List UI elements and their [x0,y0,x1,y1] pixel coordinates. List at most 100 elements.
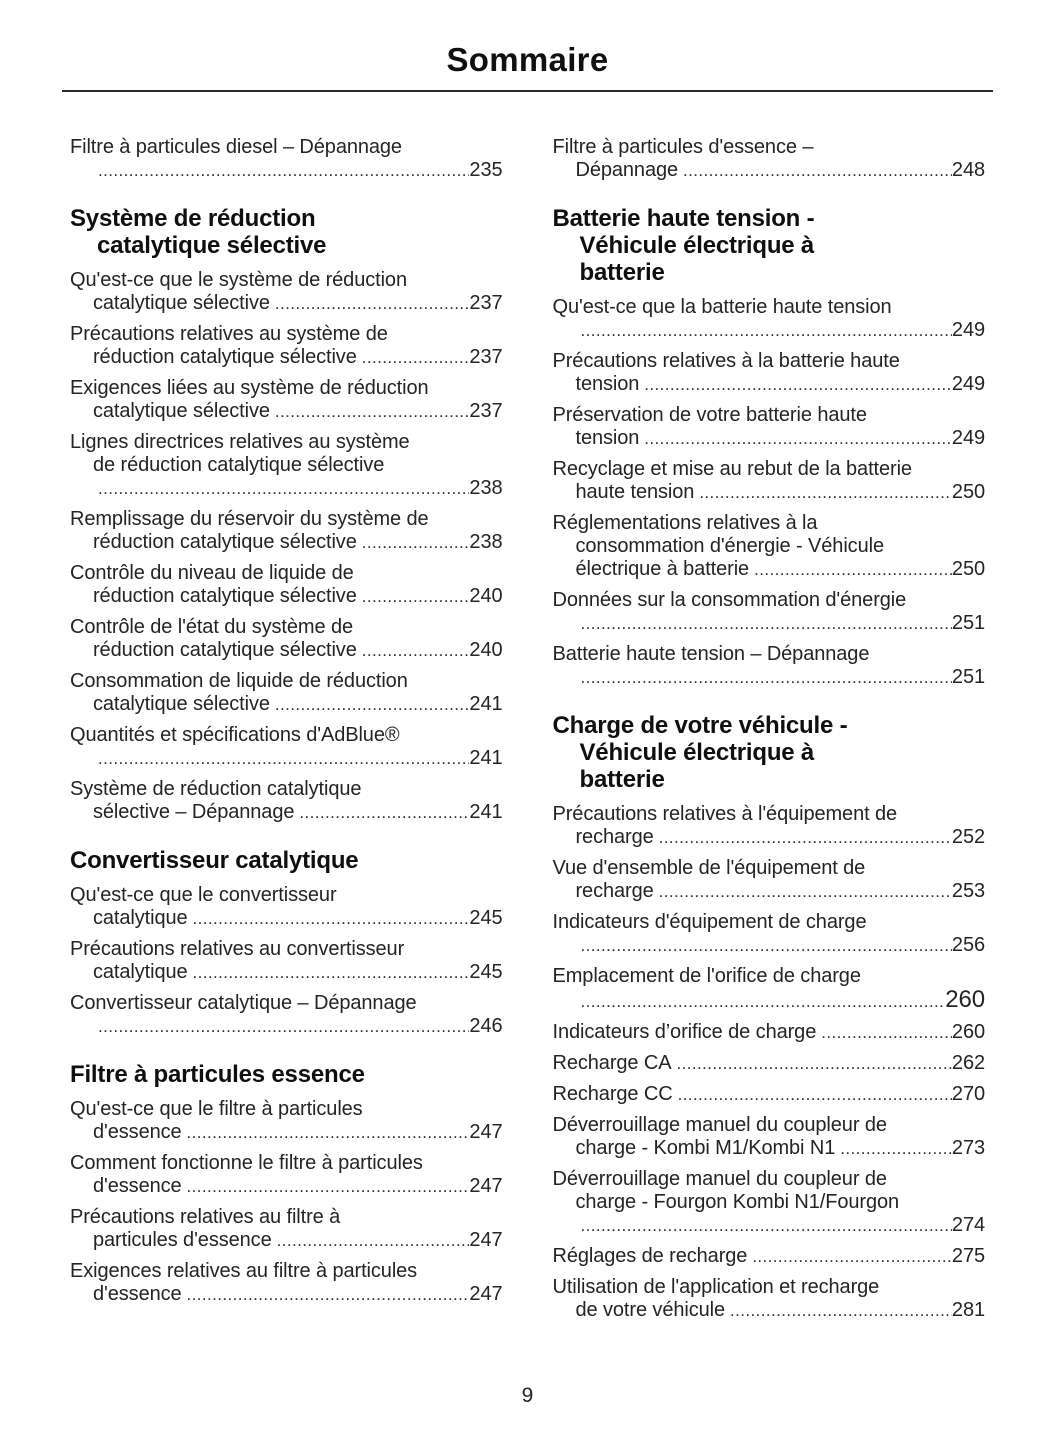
toc-entry[interactable]: Exigences relatives au filtre à particul… [70,1260,503,1306]
toc-entry[interactable]: Remplissage du réservoir du système de ré… [70,508,503,554]
toc-entry[interactable]: Réglementations relatives à la consommati… [553,512,986,581]
toc-entry-text: Utilisation de l'application et recharge [552,1276,880,1298]
toc-entry[interactable]: Indicateurs d'équipement de charge 256 [553,911,986,957]
toc-entry[interactable]: Données sur la consommation d'énergie 251 [553,589,986,635]
toc-entry-leader: de votre véhicule 281 [553,1299,986,1322]
toc-entry-page: 260 [945,986,985,1013]
toc-entry-tail: Dépannage [575,159,679,181]
toc-entry[interactable]: Déverrouillage manuel du coupleur de char… [553,1114,986,1160]
toc-entry-page: 245 [469,961,503,983]
toc-entry-page: 256 [951,934,985,956]
toc-entry[interactable]: Recharge CC 270 [553,1083,986,1106]
toc-entry-tail: d'essence [93,1121,182,1143]
section-heading: Convertisseur catalytique [70,847,503,874]
toc-entry[interactable]: Qu'est-ce que la batterie haute tension 2… [553,296,986,342]
toc-entry-leader: réduction catalytique sélective 240 [70,639,503,662]
toc-entry[interactable]: Préservation de votre batterie haute tens… [553,404,986,450]
dot-leader [659,880,952,903]
dot-leader [187,1121,470,1144]
dot-leader [821,1021,952,1044]
toc-entry[interactable]: Qu'est-ce que le système de réduction cat… [70,269,503,315]
toc-entry[interactable]: Convertisseur catalytique – Dépannage 246 [70,992,503,1038]
toc-entry[interactable]: Indicateurs d’orifice de charge 260 [553,1021,986,1044]
toc-entry-text: Qu'est-ce que le convertisseur [70,884,337,906]
toc-entry[interactable]: Contrôle du niveau de liquide de réductio… [70,562,503,608]
toc-entry-page: 238 [469,531,503,553]
dot-leader [730,1299,952,1322]
toc-entry[interactable]: Précautions relatives au filtre à particu… [70,1206,503,1252]
toc-entry[interactable]: Précautions relatives au système de réduc… [70,323,503,369]
toc-entry-tail: catalytique [93,907,188,929]
toc-entry[interactable]: Recyclage et mise au rebut de la batteri… [553,458,986,504]
toc-entry[interactable]: Lignes directrices relatives au système d… [70,431,503,500]
toc-entry-page: 241 [469,747,503,769]
toc-entry[interactable]: Utilisation de l'application et recharge… [553,1276,986,1322]
toc-entry-leader: réduction catalytique sélective 240 [70,585,503,608]
toc-entry[interactable]: Consommation de liquide de réduction cata… [70,670,503,716]
dot-leader [659,826,952,849]
toc-entry-page: 281 [951,1299,985,1321]
toc-entry-page: 247 [469,1229,503,1251]
toc-entry[interactable]: Précautions relatives au convertisseur ca… [70,938,503,984]
toc-entry-page: 247 [469,1283,503,1305]
toc-entry[interactable]: Précautions relatives à l'équipement de r… [553,803,986,849]
dot-leader [678,1083,952,1106]
toc-entry-page: 241 [469,693,503,715]
section-heading-line: batterie [579,259,665,286]
toc-entry-leader: tension 249 [553,373,986,396]
toc-entry-tail: réduction catalytique sélective [93,585,357,607]
toc-columns: Filtre à particules diesel – Dépannage 23… [62,136,993,1330]
section-heading-line: Filtre à particules essence [70,1061,365,1088]
toc-entry[interactable]: Déverrouillage manuel du coupleur de char… [553,1168,986,1237]
toc-entry[interactable]: Quantités et spécifications d'AdBlue® 241 [70,724,503,770]
toc-entry-text: Précautions relatives à la batterie haut… [552,350,900,372]
dot-leader [362,346,470,369]
toc-entry[interactable]: Qu'est-ce que le filtre à particules d'es… [70,1098,503,1144]
toc-entry-text: Qu'est-ce que la batterie haute tension [552,296,892,318]
toc-entry[interactable]: Réglages de recharge 275 [553,1245,986,1268]
toc-entry-tail: catalytique sélective [93,292,270,314]
section-heading: Charge de votre véhicule - Véhicule élect… [553,712,986,793]
toc-entry-text: Données sur la consommation d'énergie [552,589,907,611]
toc-entry[interactable]: Batterie haute tension – Dépannage 251 [553,643,986,689]
toc-entry[interactable]: Emplacement de l'orifice de charge 260 [553,965,986,1013]
toc-entry-text: Déverrouillage manuel du coupleur de [552,1114,887,1136]
toc-entry-text: Lignes directrices relatives au système [70,431,410,453]
toc-entry-text: Indicateurs d'équipement de charge [552,911,867,933]
toc-entry-leader: recharge 252 [553,826,986,849]
toc-entry-page: 248 [951,159,985,181]
toc-entry-tail: de votre véhicule [575,1299,726,1321]
toc-entry-page: 238 [469,477,503,499]
toc-entry[interactable]: Vue d'ensemble de l'équipement de recharg… [553,857,986,903]
toc-entry-text: Contrôle du niveau de liquide de [70,562,354,584]
toc-entry[interactable]: Système de réduction catalytique sélectiv… [70,778,503,824]
toc-entry-leader: haute tension 250 [553,481,986,504]
toc-entry[interactable]: Précautions relatives à la batterie haut… [553,350,986,396]
toc-entry-text: Système de réduction catalytique [70,778,362,800]
toc-entry-leader: 249 [553,319,985,342]
dot-leader [362,639,470,662]
toc-entry-leader: recharge 253 [553,880,986,903]
toc-entry-text: Quantités et spécifications d'AdBlue® [70,724,400,746]
toc-entry[interactable]: Recharge CA 262 [553,1052,986,1075]
toc-entry[interactable]: Filtre à particules diesel – Dépannage 23… [70,136,503,182]
toc-entry[interactable]: Qu'est-ce que le convertisseur catalytiqu… [70,884,503,930]
toc-entry[interactable]: Comment fonctionne le filtre à particule… [70,1152,503,1198]
toc-entry-text: Batterie haute tension – Dépannage [552,643,870,665]
toc-entry-leader: 256 [553,934,985,957]
toc-entry-text: Emplacement de l'orifice de charge [552,965,861,987]
toc-entry[interactable]: Contrôle de l'état du système de réductio… [70,616,503,662]
toc-entry-tail: réduction catalytique sélective [93,531,357,553]
toc-entry-page: 237 [469,346,503,368]
toc-entry-text: Précautions relatives au filtre à [70,1206,341,1228]
toc-entry[interactable]: Exigences liées au système de réduction c… [70,377,503,423]
toc-entry-tail: catalytique sélective [93,400,270,422]
toc-entry-leader: 260 [553,986,985,1013]
toc-entry-leader: 251 [553,666,985,689]
toc-entry-leader: catalytique sélective 237 [70,292,503,315]
toc-entry-text: Qu'est-ce que le système de réduction [70,269,407,291]
dot-leader [581,1214,952,1237]
toc-entry[interactable]: Filtre à particules d'essence – Dépannage… [553,136,986,182]
section-heading-line: Charge de votre véhicule - [552,712,848,739]
toc-entry-leader: réduction catalytique sélective 238 [70,531,503,554]
